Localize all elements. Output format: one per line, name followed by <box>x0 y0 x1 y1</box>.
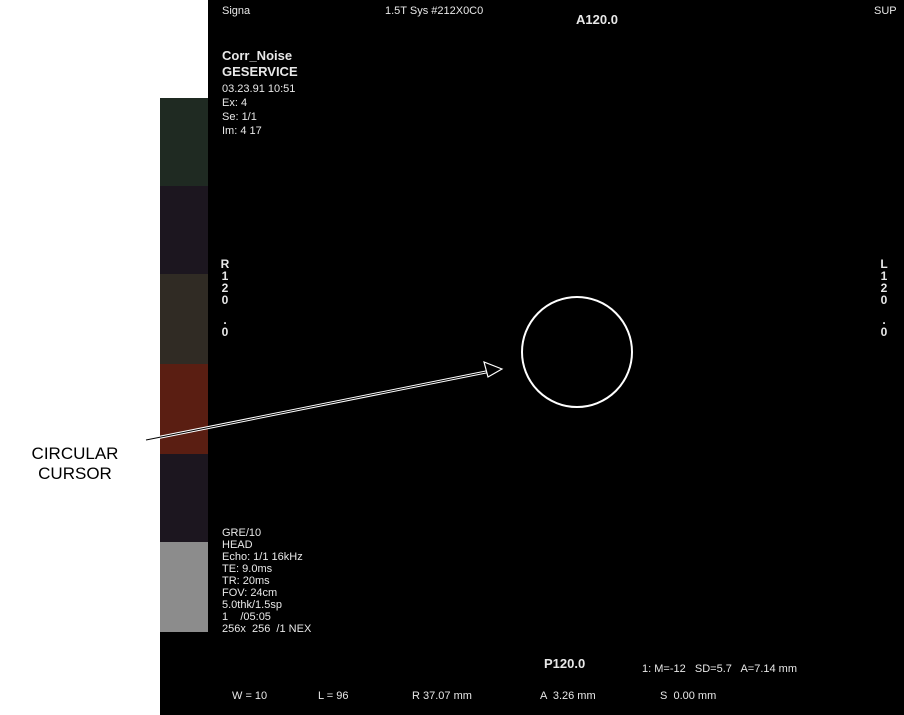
superior-label: SUP <box>874 5 897 17</box>
orientation-left-char: . <box>223 313 227 327</box>
window-level: L = 96 <box>318 690 349 702</box>
matrix-label: 256x 256 /1 NEX <box>222 623 312 635</box>
echo-label: Echo: 1/1 16kHz <box>222 551 303 563</box>
orientation-left: R 1 2 0 . 0 <box>219 258 231 338</box>
orientation-right: L 1 2 0 . 0 <box>878 258 890 338</box>
palette-swatch-1 <box>160 0 208 98</box>
system-id: 1.5T Sys #212X0C0 <box>385 5 484 17</box>
image-number: Im: 4 17 <box>222 125 262 137</box>
sequence-label: GRE/10 <box>222 527 262 539</box>
circular-cursor[interactable] <box>521 296 633 408</box>
window-width: W = 10 <box>232 690 268 702</box>
a-coordinate: A 3.26 mm <box>540 690 596 702</box>
s-coordinate: S 0.00 mm <box>660 690 717 702</box>
mri-viewer-screen <box>160 0 904 715</box>
palette-swatch-5 <box>160 364 208 454</box>
patient-id: GESERVICE <box>222 64 298 79</box>
orientation-left-char: 0 <box>221 325 229 339</box>
callout-line-2: CURSOR <box>38 464 112 483</box>
palette-swatch-2 <box>160 98 208 186</box>
roi-stats: 1: M=-12 SD=5.7 A=7.14 mm <box>642 663 797 675</box>
orientation-right-char: 1 <box>880 269 888 283</box>
exam-number: Ex: 4 <box>222 97 248 109</box>
orientation-right-char: L <box>880 257 888 271</box>
palette-swatch-3 <box>160 186 208 274</box>
te-label: TE: 9.0ms <box>222 563 273 575</box>
orientation-left-char: 2 <box>221 281 229 295</box>
scan-time-label: 1 /05:05 <box>222 611 271 623</box>
palette-swatch-7 <box>160 542 208 632</box>
slice-label: 5.0thk/1.5sp <box>222 599 282 611</box>
posterior-label: P120.0 <box>544 656 586 671</box>
series-number: Se: 1/1 <box>222 111 257 123</box>
orientation-right-char: 2 <box>880 281 888 295</box>
callout-label: CIRCULAR CURSOR <box>0 444 150 484</box>
orientation-right-char: . <box>882 313 886 327</box>
anterior-label: A120.0 <box>576 12 618 27</box>
palette-swatch-6 <box>160 454 208 542</box>
orientation-right-char: 0 <box>880 325 888 339</box>
orientation-left-char: 0 <box>221 293 229 307</box>
coil-label: HEAD <box>222 539 253 551</box>
exam-datetime: 03.23.91 10:51 <box>222 83 296 95</box>
system-name: Signa <box>222 5 251 17</box>
fov-label: FOV: 24cm <box>222 587 278 599</box>
orientation-left-char: R <box>220 257 230 271</box>
tr-label: TR: 20ms <box>222 575 270 587</box>
callout-arrow <box>145 361 504 442</box>
callout-line-1: CIRCULAR <box>31 444 119 463</box>
orientation-left-char: 1 <box>221 269 229 283</box>
orientation-right-char: 0 <box>880 293 888 307</box>
gray-scale-palette <box>160 0 208 632</box>
patient-name: Corr_Noise <box>222 48 293 63</box>
r-coordinate: R 37.07 mm <box>412 690 472 702</box>
palette-swatch-4 <box>160 274 208 364</box>
